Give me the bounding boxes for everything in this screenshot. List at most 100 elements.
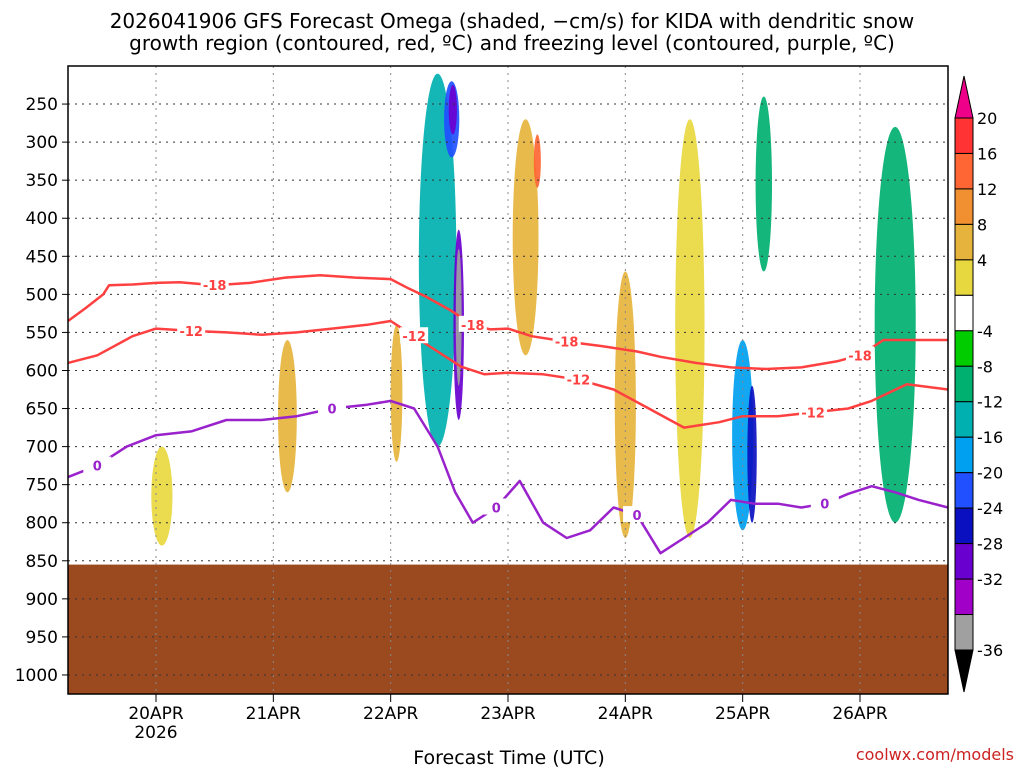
chart-title-line1: 2026041906 GFS Forecast Omega (shaded, −… [110, 9, 915, 33]
colorbar-box [954, 259, 974, 296]
colorbar-label: -8 [977, 357, 993, 376]
y-tick-label: 750 [26, 476, 58, 496]
ground-fill [68, 564, 948, 694]
chart-title-line2: growth region (contoured, red, ºC) and f… [129, 31, 895, 55]
x-tick-label: 25APR [715, 704, 771, 724]
colorbar-label: -24 [977, 499, 1003, 518]
temperature-contours: -18 -18 -18 -18 -12 -12 -12 -12 0 0 0 0 0 [67, 274, 949, 555]
colorbar-box [954, 117, 974, 154]
contour-label: -12 [567, 374, 591, 389]
contour-label-bg [810, 494, 839, 511]
y-tick-label: 650 [26, 400, 58, 420]
x-tick-label: 23APR [480, 704, 536, 724]
contour-label-bg [177, 321, 206, 338]
colorbar-box [954, 578, 974, 616]
omega-shaded-region [448, 85, 457, 135]
omega-shaded-region [455, 248, 462, 386]
contour-label-bg [846, 346, 874, 363]
colorbar-label: -4 [977, 322, 993, 341]
colorbar-box [954, 188, 974, 225]
omega-shaded-region [418, 73, 457, 447]
colorbar-label: -12 [977, 393, 1003, 412]
colorbar-box [954, 152, 974, 190]
contour-label: -18 [555, 336, 579, 351]
colorbar-label: 4 [977, 251, 987, 270]
contour-label: -12 [179, 325, 203, 340]
colorbar-box [954, 330, 974, 367]
contour-line [67, 399, 949, 555]
contour-label-bg [623, 506, 652, 523]
colorbar-label: 20 [977, 109, 997, 128]
contour-label: 0 [633, 509, 642, 524]
contour-label: 0 [327, 403, 336, 418]
colorbar-label: 16 [977, 144, 997, 163]
y-tick-label: 900 [26, 590, 58, 610]
colorbar-box [954, 614, 974, 651]
x-tick-label: 20APR [128, 704, 184, 724]
y-tick-label: 850 [26, 552, 58, 572]
contour-label-bg [482, 498, 511, 515]
omega-shaded-region [390, 324, 403, 462]
colorbar: 20 16 12 8 4 -4 -8 -12 -16 -20 -24 -28 -32 -36 [954, 75, 1003, 693]
contour-label-bg [799, 403, 828, 420]
colorbar-box [954, 401, 974, 438]
colorbar-box [954, 365, 974, 403]
contour-label-bg [83, 456, 112, 473]
contour-label: -18 [848, 349, 872, 364]
contour-label: 0 [492, 502, 501, 517]
omega-shaded-region [747, 385, 757, 523]
colorbar-label: -28 [977, 535, 1003, 554]
contour-label: -12 [801, 406, 825, 421]
ground-terrain [68, 564, 948, 694]
x-tick-sublabel: 2026 [134, 723, 177, 743]
x-tick-label: 24APR [598, 704, 654, 724]
y-tick-label: 1000 [15, 666, 58, 686]
omega-shaded-region [675, 119, 705, 538]
colorbar-box [954, 507, 974, 545]
x-tick-label: 22APR [363, 704, 419, 724]
colorbar-box [954, 472, 974, 509]
contour-label: 0 [93, 460, 102, 475]
colorbar-arrow-top [954, 75, 974, 119]
y-tick-label: 550 [26, 323, 58, 343]
colorbar-label: -32 [977, 570, 1003, 589]
colorbar-label: 12 [977, 180, 997, 199]
omega-shaded-region [533, 134, 541, 188]
omega-shaded-region [614, 271, 636, 538]
contour-label-bg [200, 276, 229, 293]
x-tick-label: 21APR [246, 704, 302, 724]
colorbar-box [954, 223, 974, 261]
colorbar-label: -16 [977, 428, 1003, 447]
x-axis-title: Forecast Time (UTC) [413, 747, 604, 768]
contour-line [67, 319, 949, 429]
colorbar-label: 8 [977, 215, 987, 234]
y-tick-label: 950 [26, 628, 58, 648]
y-tick-label: 450 [26, 247, 58, 267]
watermark: coolwx.com/models [856, 745, 1014, 764]
contour-label-bg [564, 370, 593, 387]
y-tick-label: 500 [26, 285, 58, 305]
omega-shaded-region [755, 96, 772, 272]
y-tick-label: 350 [26, 171, 58, 191]
contour-label: -18 [203, 279, 227, 294]
colorbar-box [954, 543, 974, 580]
colorbar-label: -36 [977, 641, 1003, 660]
contour-label-bg [552, 332, 581, 349]
omega-shaded-region [512, 119, 539, 356]
contour-label-bg [400, 327, 429, 344]
omega-shaded-region [874, 126, 916, 523]
colorbar-box [954, 436, 974, 474]
y-tick-label: 600 [26, 361, 58, 381]
contour-label: -18 [461, 319, 485, 334]
contour-label: 0 [820, 498, 829, 513]
y-axis: 250 300 350 400 450 500 550 600 650 700 750 800 850 9… [15, 95, 68, 686]
colorbar-label: -20 [977, 464, 1003, 483]
colorbar-box [954, 294, 974, 332]
contour-label-bg [318, 399, 346, 416]
colorbar-arrow-bottom [954, 649, 974, 693]
omega-shaded-region [151, 446, 173, 546]
omega-shading [151, 73, 916, 546]
contour-label: -12 [402, 330, 426, 345]
